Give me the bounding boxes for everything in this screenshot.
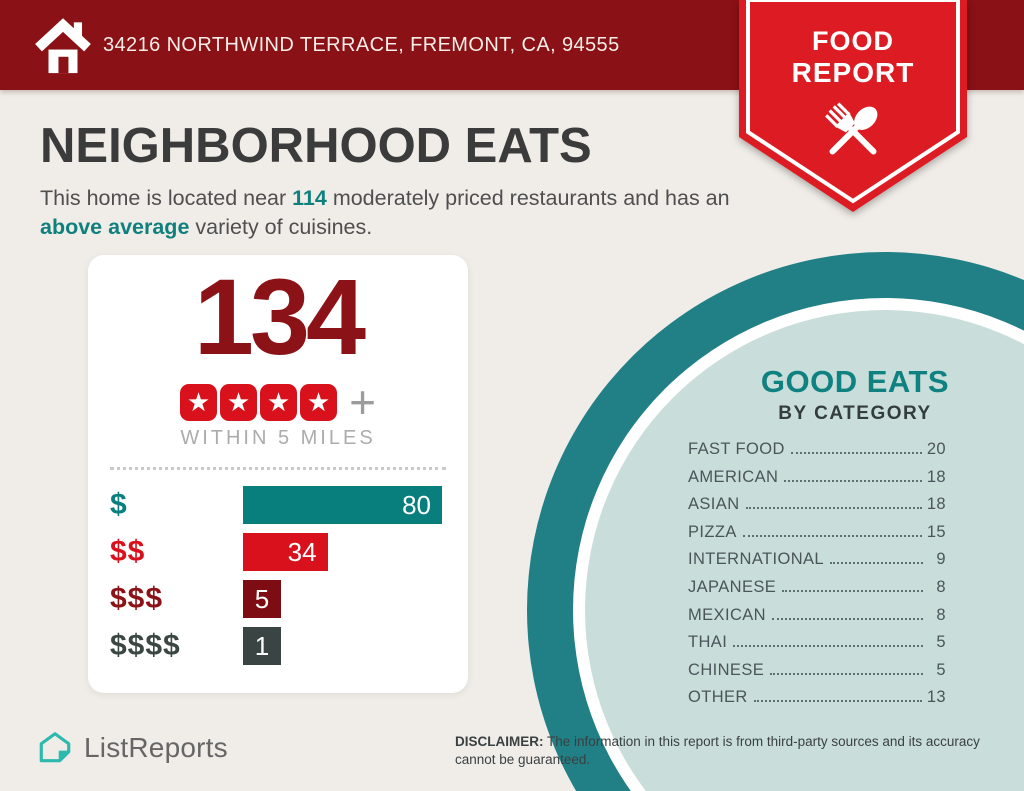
listreports-brand: ListReports xyxy=(36,729,228,767)
category-label: CHINESE xyxy=(688,660,765,679)
disclaimer-text: The information in this report is from t… xyxy=(455,734,980,767)
category-row: OTHER 13 xyxy=(688,688,946,716)
star-icon: ★ xyxy=(180,383,218,421)
category-count: 9 xyxy=(936,550,946,569)
bar-category-label: $$$ xyxy=(110,582,164,615)
bar-value-label: 5 xyxy=(254,583,270,614)
bar-value-label: 1 xyxy=(254,630,270,661)
radius-label: WITHIN 5 MILES xyxy=(180,427,376,449)
bar: 80 xyxy=(243,486,442,524)
good-eats-title: GOOD EATS xyxy=(760,364,950,399)
category-label: OTHER xyxy=(688,688,748,707)
ribbon-banner-shape xyxy=(739,0,967,212)
good-eats-subtitle: BY CATEGORY xyxy=(778,403,932,424)
star-icon: ★ xyxy=(300,383,338,421)
category-row: MEXICAN 8 xyxy=(688,606,946,634)
category-row: CHINESE 5 xyxy=(688,661,946,689)
bar-row: $$$$ 1 xyxy=(110,627,446,665)
bar: 5 xyxy=(243,580,281,618)
bar-value-label: 80 xyxy=(402,489,431,520)
category-row: FAST FOOD 20 xyxy=(688,440,946,468)
ribbon-title-line2: REPORT xyxy=(791,57,915,88)
dotted-leader xyxy=(745,507,922,510)
disclaimer: DISCLAIMER: The information in this repo… xyxy=(455,733,987,769)
category-list: FAST FOOD 20 AMERICAN 18 ASIAN 18 PIZZA 15 INTER… xyxy=(688,440,946,716)
dotted-leader xyxy=(733,645,923,648)
dotted-leader xyxy=(790,452,922,454)
intro-highlight: above average xyxy=(40,215,190,239)
page-title: NEIGHBORHOOD EATS xyxy=(40,119,592,173)
category-label: MEXICAN xyxy=(688,605,766,624)
category-count: 18 xyxy=(926,467,946,486)
disclaimer-label: DISCLAIMER: xyxy=(455,734,544,749)
category-count: 5 xyxy=(936,633,946,652)
dotted-leader xyxy=(770,672,923,675)
utensils-icon xyxy=(825,102,878,155)
category-row: AMERICAN 18 xyxy=(688,468,946,496)
star-icon: ★ xyxy=(260,383,298,421)
category-label: THAI xyxy=(688,633,728,652)
intro-pre: This home is located near xyxy=(40,186,293,210)
category-label: PIZZA xyxy=(688,522,737,541)
category-row: JAPANESE 8 xyxy=(688,578,946,606)
category-row: INTERNATIONAL 9 xyxy=(688,550,946,578)
category-label: JAPANESE xyxy=(688,577,777,596)
good-eats-heading: GOOD EATS BY CATEGORY xyxy=(640,364,1024,425)
category-count: 13 xyxy=(926,688,946,707)
ribbon-title: FOOD REPORT xyxy=(739,26,967,88)
bar-row: $80 xyxy=(110,486,446,524)
dotted-leader xyxy=(830,562,923,565)
category-count: 8 xyxy=(936,605,946,624)
price-bar-chart: $80 $$ 34 $$$ 5 $$$$ 1 xyxy=(110,486,446,674)
bar-row: $$ 34 xyxy=(110,533,446,571)
category-count: 18 xyxy=(926,495,946,514)
intro-mid: moderately priced restaurants and has an xyxy=(326,186,730,210)
dotted-leader xyxy=(784,479,922,482)
food-report-ribbon: FOOD REPORT xyxy=(739,0,967,212)
intro-post: variety of cuisines. xyxy=(189,215,373,239)
bar-category-label: $$$$ xyxy=(110,629,181,662)
category-count: 15 xyxy=(926,522,946,541)
bar-value-label: 34 xyxy=(287,536,317,567)
brand-name: ListReports xyxy=(84,732,228,763)
ribbon-title-line1: FOOD xyxy=(812,26,894,56)
total-restaurant-count: 134 xyxy=(193,256,366,377)
bar-category-label: $$ xyxy=(110,535,146,568)
intro-paragraph: This home is located near 114 moderately… xyxy=(40,184,740,242)
dotted-leader xyxy=(742,534,922,537)
category-label: INTERNATIONAL xyxy=(688,550,824,569)
dotted-leader xyxy=(771,617,923,620)
restaurant-count: 114 xyxy=(292,186,327,210)
category-count: 5 xyxy=(936,660,946,679)
category-count: 8 xyxy=(936,577,946,596)
plus-icon: + xyxy=(349,376,376,428)
dotted-leader xyxy=(753,700,922,703)
category-row: ASIAN 18 xyxy=(688,495,946,523)
category-row: THAI 5 xyxy=(688,633,946,661)
rating-stars: ★ ★ ★ ★ + xyxy=(88,376,468,428)
category-label: ASIAN xyxy=(688,495,740,514)
house-page-logo-icon xyxy=(39,732,71,763)
bar: 1 xyxy=(243,627,281,665)
category-count: 20 xyxy=(926,440,946,458)
home-icon xyxy=(35,18,91,74)
property-address: 34216 NORTHWIND TERRACE, FREMONT, CA, 94… xyxy=(103,34,620,56)
dotted-divider xyxy=(110,467,446,470)
category-label: AMERICAN xyxy=(688,467,779,486)
category-label: FAST FOOD xyxy=(688,440,785,458)
bar: 34 xyxy=(243,533,328,571)
restaurant-summary-card: 134 ★ ★ ★ ★ + WITHIN 5 MILES $80 $$ 34 $$$ 5 $$$$… xyxy=(88,255,468,693)
bar-category-label: $ xyxy=(110,488,128,521)
bar-row: $$$ 5 xyxy=(110,580,446,618)
category-row: PIZZA 15 xyxy=(688,523,946,551)
star-icon: ★ xyxy=(220,383,258,421)
dotted-leader xyxy=(782,589,923,592)
